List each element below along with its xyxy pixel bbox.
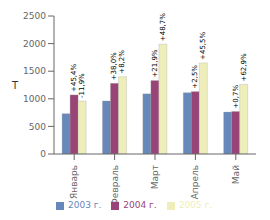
svg-text:+45,5%: +45,5% — [199, 31, 207, 59]
svg-text:Май: Май — [231, 165, 241, 184]
svg-text:+45,4%: +45,4% — [70, 63, 78, 91]
svg-text:2000: 2000 — [23, 39, 46, 49]
svg-text:+62,9%: +62,9% — [240, 53, 248, 81]
svg-text:+38,0%: +38,0% — [110, 52, 118, 80]
svg-text:0: 0 — [40, 149, 46, 159]
svg-text:2500: 2500 — [23, 11, 46, 21]
svg-text:+48,7%: +48,7% — [159, 13, 167, 41]
svg-text:+0,7%: +0,7% — [232, 84, 240, 108]
svg-text:Февраль: Февраль — [110, 165, 120, 206]
svg-text:Т: Т — [11, 80, 19, 91]
html-text:2003 г.: 2003 г. — [68, 200, 102, 210]
svg-text:Март: Март — [150, 165, 160, 189]
svg-text:1000: 1000 — [23, 94, 46, 104]
svg-text:+2,5%: +2,5% — [191, 65, 199, 89]
svg-text:1500: 1500 — [23, 66, 46, 76]
svg-text:500: 500 — [29, 122, 46, 132]
svg-text:Апрель: Апрель — [190, 165, 200, 199]
html-text:2004 г.: 2004 г. — [123, 200, 157, 210]
svg-text:Январь: Январь — [69, 165, 79, 199]
svg-text:+21,9%: +21,9% — [151, 49, 159, 77]
svg-text:-11,9%: -11,9% — [78, 73, 86, 98]
html-text:2005 г.: 2005 г. — [178, 200, 212, 210]
svg-text:+8,2%: +8,2% — [118, 50, 126, 74]
